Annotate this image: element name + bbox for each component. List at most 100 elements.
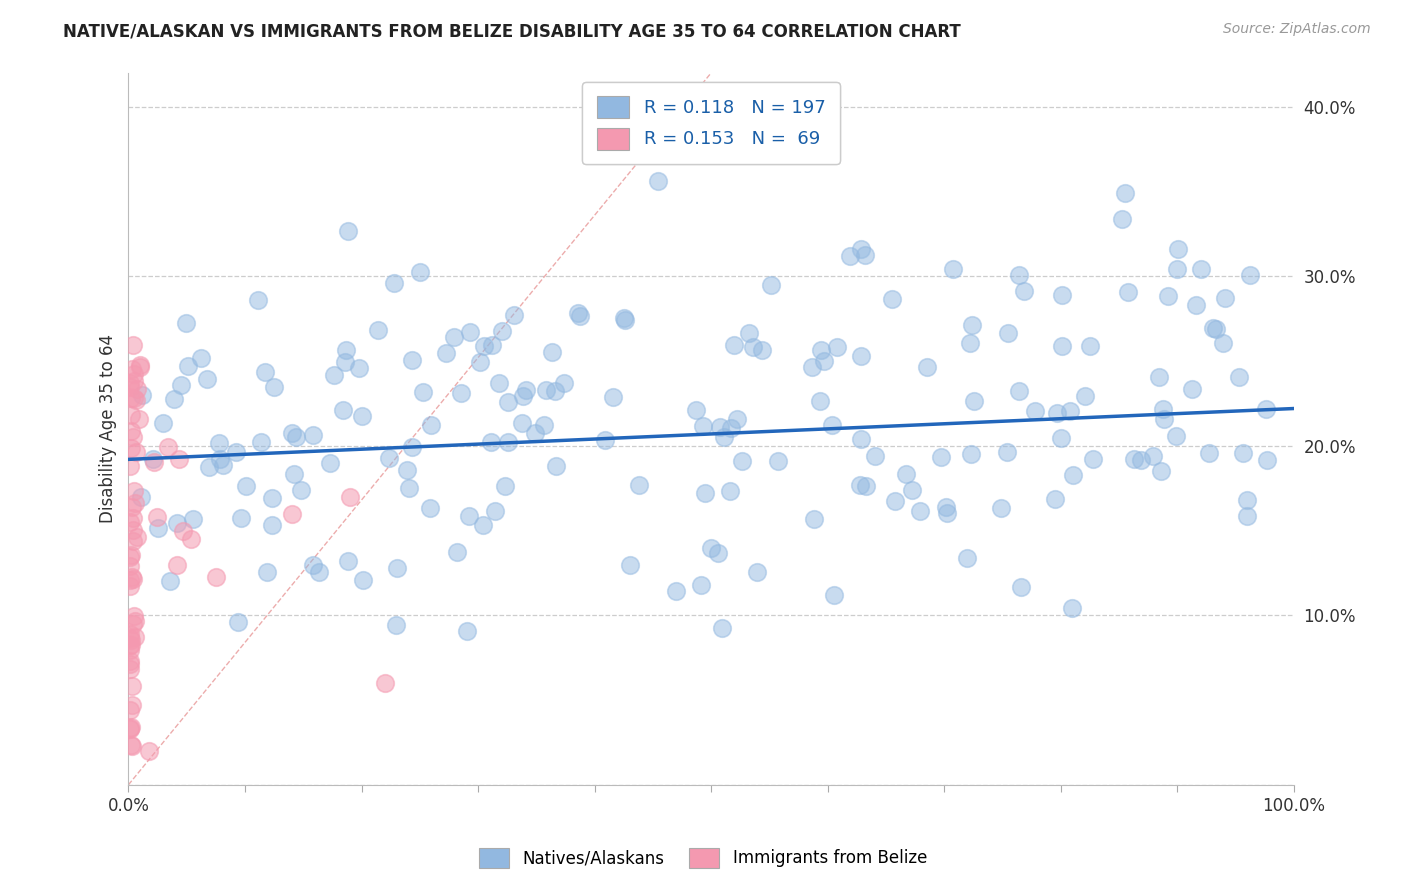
Point [333,355,356,369]
Point [146,521,169,535]
Point [446,545,468,559]
Point [124,496,146,510]
Point [122,484,145,499]
Point [1212,335,1234,350]
Point [198,460,221,475]
Point [1256,452,1278,467]
Point [121,570,143,584]
Point [419,501,441,516]
Point [956,550,979,565]
Point [138,744,160,758]
Point [339,490,361,504]
Point [118,573,141,587]
Point [801,360,824,375]
Point [142,452,165,467]
Point [1010,580,1032,594]
Point [484,504,506,518]
Point [614,312,637,326]
Point [118,657,141,671]
Point [540,345,562,359]
Point [443,330,465,344]
Point [129,491,152,505]
Point [118,703,141,717]
Point [1164,429,1187,443]
Point [337,224,360,238]
Point [166,558,188,572]
Point [1012,285,1035,299]
Point [367,323,389,337]
Point [960,318,983,332]
Point [121,362,143,376]
Point [849,477,872,491]
Point [323,368,346,383]
Point [935,506,957,520]
Point [700,541,723,555]
Point [693,486,716,500]
Point [122,510,145,524]
Point [283,467,305,482]
Point [125,444,148,458]
Point [1050,431,1073,445]
Point [628,478,651,492]
Point [285,430,308,444]
Point [253,365,276,379]
Point [1205,322,1227,336]
Point [496,394,519,409]
Point [647,174,669,188]
Point [120,392,142,406]
Point [851,242,873,256]
Point [1232,446,1254,460]
Point [122,391,145,405]
Point [142,455,165,469]
Point [1142,449,1164,463]
Point [302,558,325,572]
Point [401,441,423,455]
Point [122,524,145,538]
Point [512,389,534,403]
Point [1227,370,1250,384]
Point [1147,369,1170,384]
Point [959,336,981,351]
Point [260,518,283,533]
Point [725,412,748,426]
Point [997,326,1019,340]
Point [163,392,186,406]
Point [125,393,148,408]
Point [820,417,842,432]
Point [491,324,513,338]
Point [935,500,957,514]
Point [738,326,761,340]
Point [810,343,832,358]
Point [319,456,342,470]
Point [458,325,481,339]
Point [595,434,617,448]
Point [118,376,141,390]
Point [1254,401,1277,416]
Point [855,479,877,493]
Point [718,484,741,499]
Point [231,511,253,525]
Point [1123,451,1146,466]
Point [174,316,197,330]
Point [128,411,150,425]
Point [122,534,145,549]
Point [894,467,917,482]
Point [1189,261,1212,276]
Point [713,429,735,443]
Point [553,376,575,390]
Point [1043,491,1066,506]
Point [337,554,360,568]
Point [751,343,773,358]
Point [352,409,374,423]
Point [709,420,731,434]
Point [152,416,174,430]
Point [118,559,141,574]
Point [1008,268,1031,282]
Point [120,720,142,734]
Point [118,458,141,473]
Point [128,358,150,372]
Point [1074,389,1097,403]
Point [456,624,478,638]
Point [280,507,302,521]
Point [1046,406,1069,420]
